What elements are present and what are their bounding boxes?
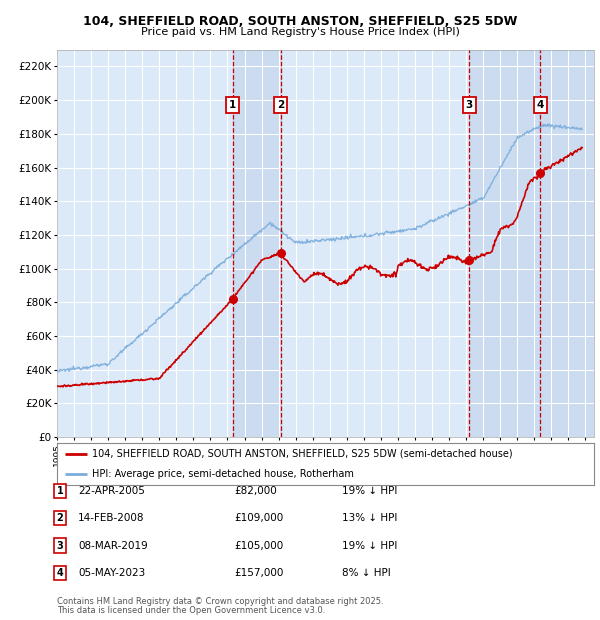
- Text: £109,000: £109,000: [234, 513, 283, 523]
- Text: 3: 3: [56, 541, 64, 551]
- Text: 4: 4: [56, 568, 64, 578]
- Text: 3: 3: [466, 100, 473, 110]
- Text: 14-FEB-2008: 14-FEB-2008: [78, 513, 145, 523]
- Text: 1: 1: [56, 486, 64, 496]
- Text: 2: 2: [56, 513, 64, 523]
- Text: 4: 4: [536, 100, 544, 110]
- Text: 104, SHEFFIELD ROAD, SOUTH ANSTON, SHEFFIELD, S25 5DW: 104, SHEFFIELD ROAD, SOUTH ANSTON, SHEFF…: [83, 15, 517, 28]
- Text: Price paid vs. HM Land Registry's House Price Index (HPI): Price paid vs. HM Land Registry's House …: [140, 27, 460, 37]
- Text: 1: 1: [229, 100, 236, 110]
- Text: £82,000: £82,000: [234, 486, 277, 496]
- Text: £157,000: £157,000: [234, 568, 283, 578]
- Text: 13% ↓ HPI: 13% ↓ HPI: [342, 513, 397, 523]
- Bar: [233, 50, 281, 437]
- Text: 104, SHEFFIELD ROAD, SOUTH ANSTON, SHEFFIELD, S25 5DW (semi-detached house): 104, SHEFFIELD ROAD, SOUTH ANSTON, SHEFF…: [92, 449, 512, 459]
- Text: 05-MAY-2023: 05-MAY-2023: [78, 568, 145, 578]
- Text: 8% ↓ HPI: 8% ↓ HPI: [342, 568, 391, 578]
- Text: 2: 2: [277, 100, 284, 110]
- Text: This data is licensed under the Open Government Licence v3.0.: This data is licensed under the Open Gov…: [57, 606, 325, 615]
- Text: HPI: Average price, semi-detached house, Rotherham: HPI: Average price, semi-detached house,…: [92, 469, 354, 479]
- Text: 22-APR-2005: 22-APR-2005: [78, 486, 145, 496]
- Text: £105,000: £105,000: [234, 541, 283, 551]
- Text: 19% ↓ HPI: 19% ↓ HPI: [342, 541, 397, 551]
- Bar: [540, 50, 594, 437]
- Text: 08-MAR-2019: 08-MAR-2019: [78, 541, 148, 551]
- Text: 19% ↓ HPI: 19% ↓ HPI: [342, 486, 397, 496]
- Bar: [469, 50, 540, 437]
- Text: Contains HM Land Registry data © Crown copyright and database right 2025.: Contains HM Land Registry data © Crown c…: [57, 597, 383, 606]
